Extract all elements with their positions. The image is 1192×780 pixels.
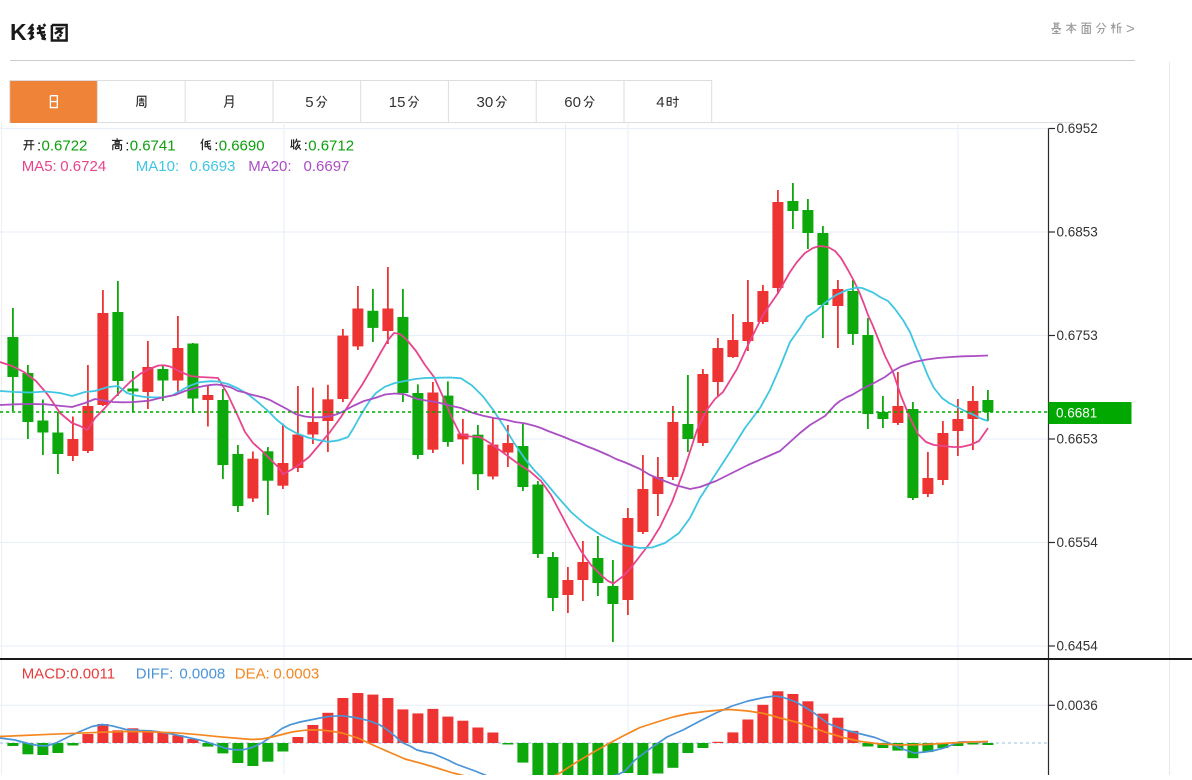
svg-text:0.6653: 0.6653 [1057, 432, 1098, 447]
svg-text:0.6952: 0.6952 [1057, 121, 1098, 136]
svg-text:4: 4 [656, 94, 664, 111]
svg-text:0.6722: 0.6722 [42, 138, 88, 155]
svg-text:0.6853: 0.6853 [1057, 225, 1098, 240]
svg-text:K: K [10, 19, 27, 45]
svg-text:0.6690: 0.6690 [219, 138, 265, 155]
svg-text:0.6454: 0.6454 [1057, 639, 1099, 654]
svg-text:0.6554: 0.6554 [1057, 535, 1099, 550]
svg-text:0.0036: 0.0036 [1057, 698, 1098, 713]
svg-text:0.0008: 0.0008 [179, 666, 225, 683]
svg-text:15: 15 [389, 94, 406, 111]
svg-text::: : [37, 138, 41, 155]
svg-text:DEA:: DEA: [235, 666, 270, 683]
svg-text:0.0011: 0.0011 [70, 666, 115, 683]
svg-text:0.6697: 0.6697 [304, 158, 350, 175]
svg-text:DIFF:: DIFF: [136, 666, 174, 683]
svg-text::: : [304, 138, 308, 155]
svg-text:60: 60 [564, 94, 581, 111]
svg-text:0.6681: 0.6681 [1056, 406, 1097, 421]
svg-text:MA20:: MA20: [248, 158, 291, 175]
svg-text:MACD:: MACD: [22, 666, 70, 683]
svg-text:0.0003: 0.0003 [273, 666, 319, 683]
svg-text:>: > [1126, 21, 1135, 38]
svg-text:MA10:: MA10: [136, 158, 179, 175]
svg-text:5: 5 [305, 94, 313, 111]
svg-text:0.6724: 0.6724 [60, 158, 106, 175]
svg-text:0.6693: 0.6693 [190, 158, 236, 175]
svg-text::: : [214, 138, 218, 155]
svg-text:0.6712: 0.6712 [308, 138, 354, 155]
svg-text:0.6753: 0.6753 [1057, 328, 1098, 343]
svg-text:30: 30 [477, 94, 494, 111]
svg-text:MA5:: MA5: [22, 158, 57, 175]
svg-text:0.6741: 0.6741 [130, 138, 176, 155]
svg-text::: : [125, 138, 129, 155]
